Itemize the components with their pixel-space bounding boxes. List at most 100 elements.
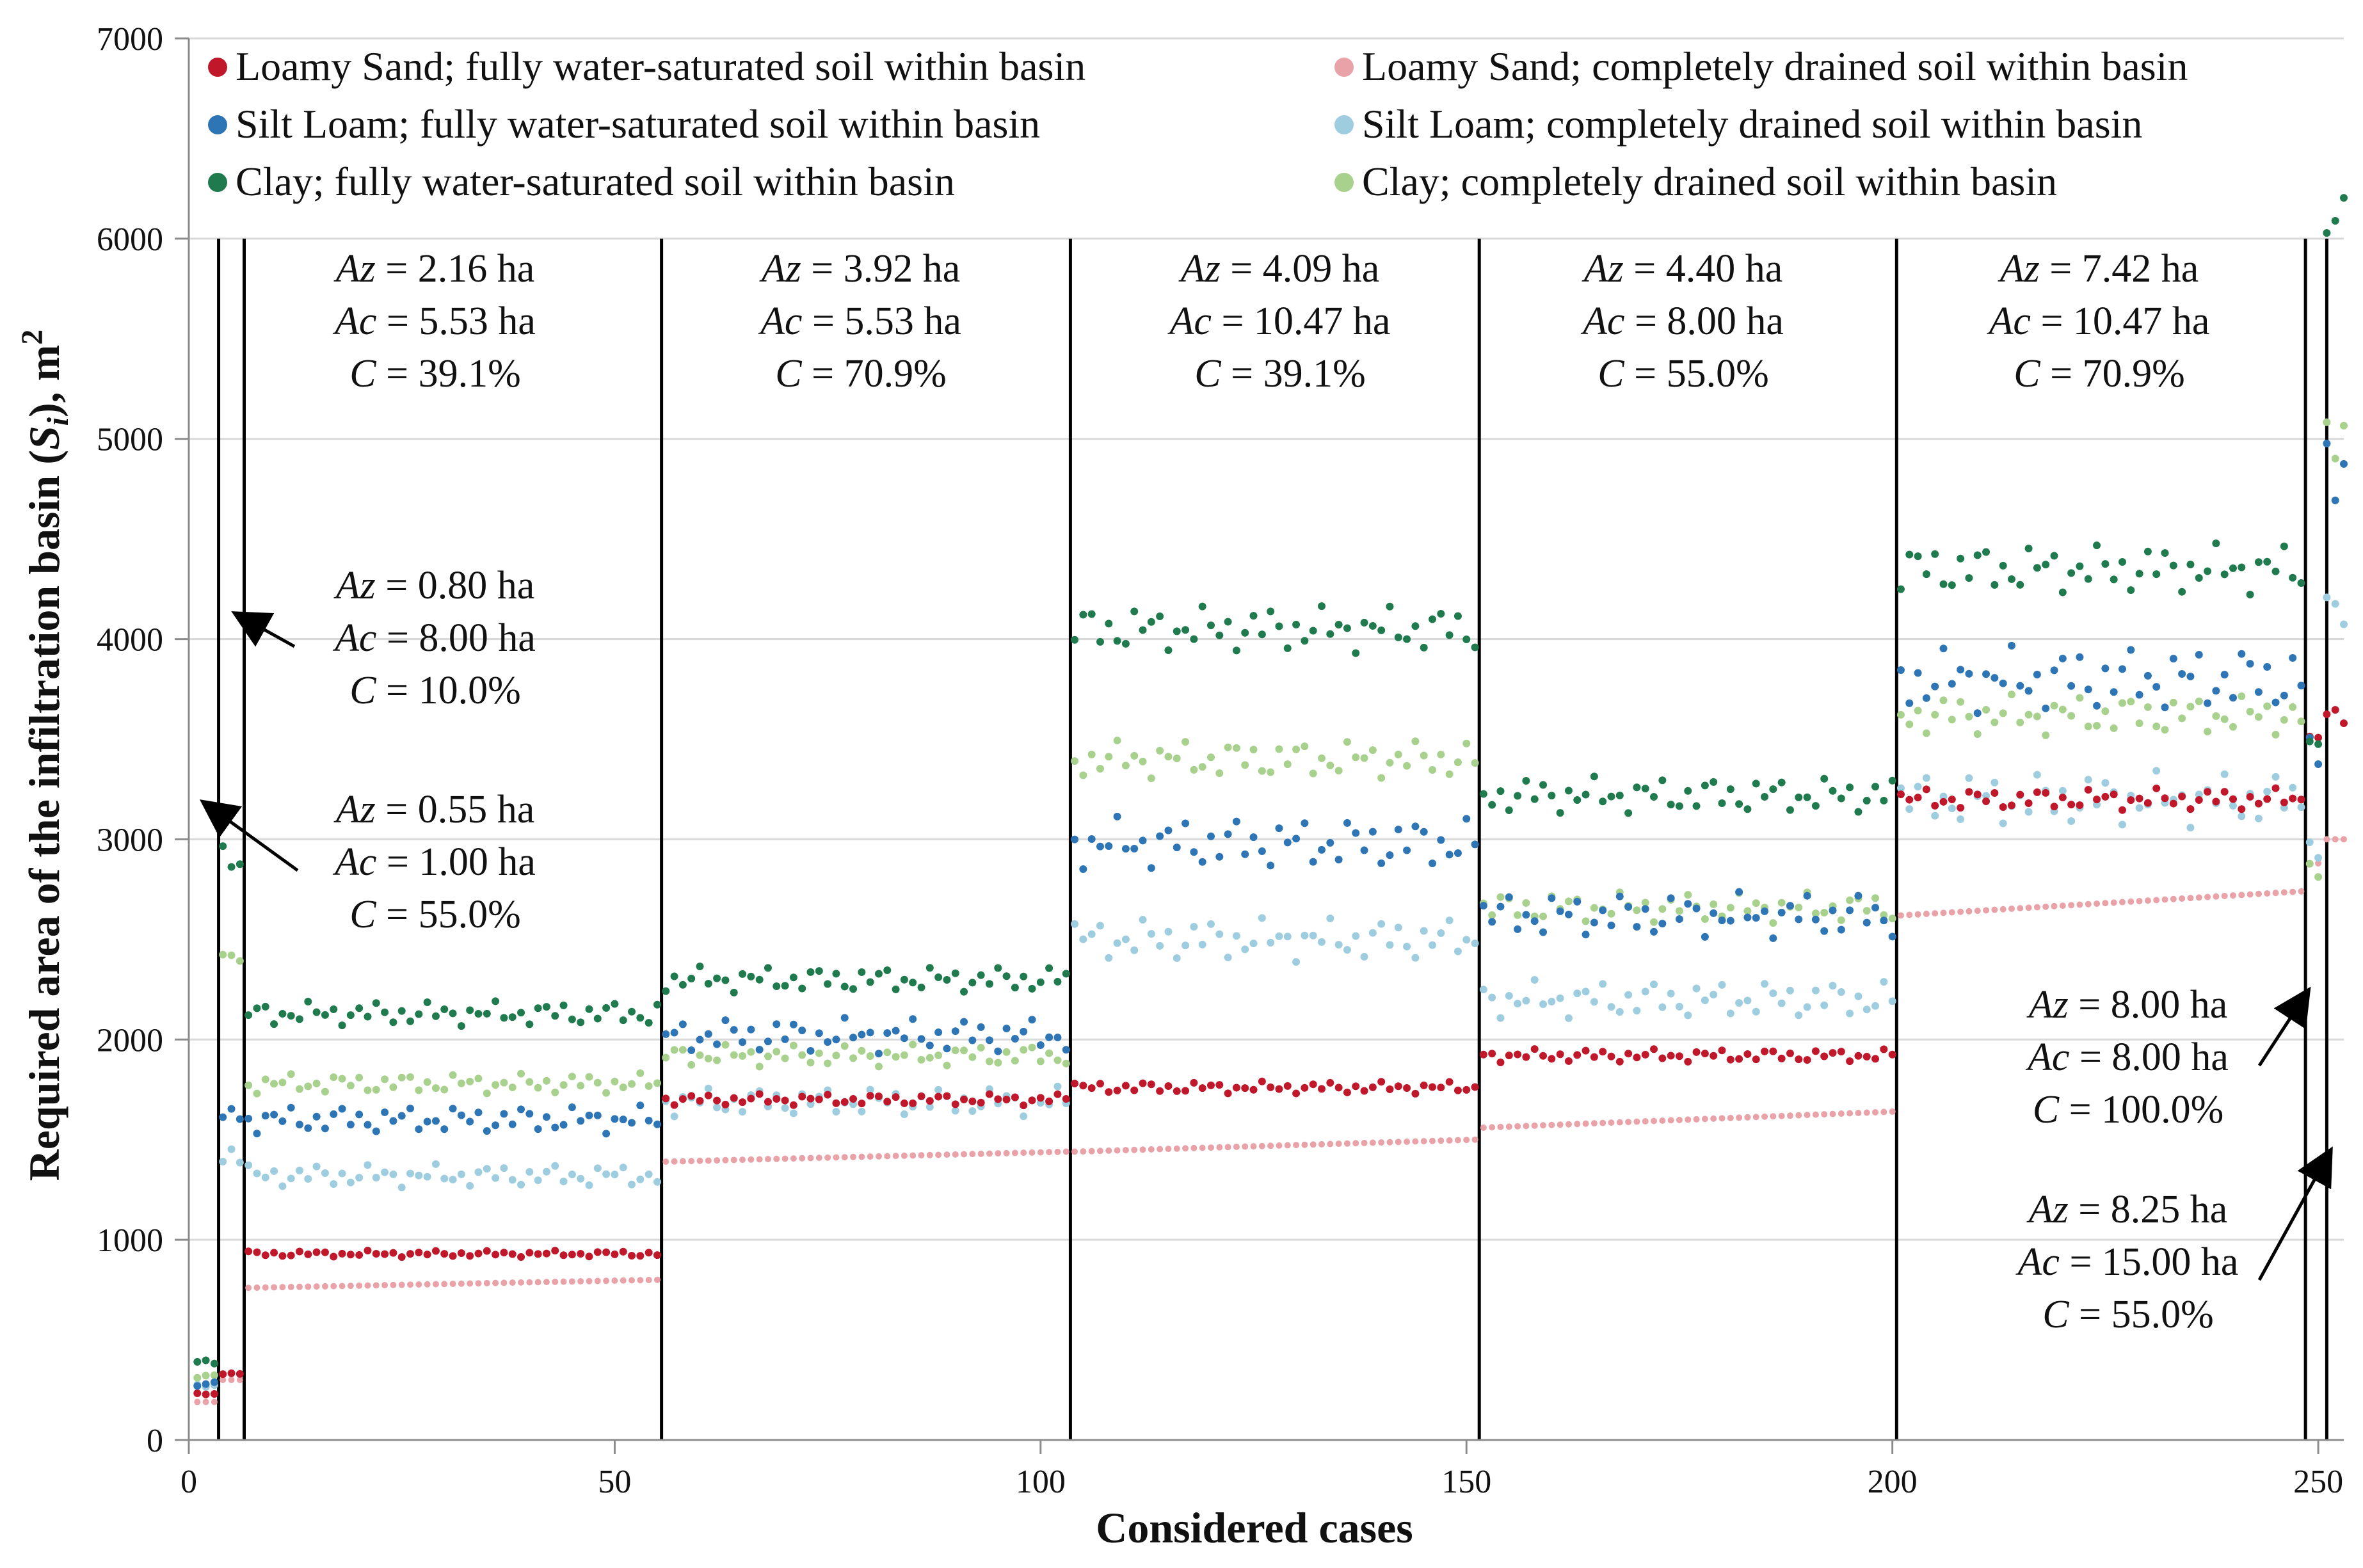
- data-point: [645, 1249, 653, 1257]
- data-point: [1991, 906, 1998, 913]
- data-point: [755, 975, 764, 984]
- data-point: [2024, 687, 2033, 695]
- data-point: [884, 1153, 891, 1160]
- data-point: [2323, 418, 2331, 426]
- data-point: [1156, 832, 1164, 840]
- data-point: [1403, 846, 1411, 854]
- data-point: [679, 1158, 686, 1165]
- data-point: [1020, 1046, 1028, 1054]
- x-tick-label: 0: [180, 1464, 197, 1500]
- data-point: [1914, 783, 1922, 791]
- data-point: [1514, 1050, 1522, 1059]
- data-point: [568, 1278, 575, 1285]
- data-point: [1053, 1090, 1062, 1098]
- data-point: [1488, 918, 1496, 926]
- y-tick-label: 6000: [97, 221, 163, 258]
- data-point: [415, 1281, 422, 1288]
- data-point: [312, 1112, 321, 1121]
- data-point: [1573, 796, 1582, 804]
- annotation-variable: Ac: [332, 840, 376, 884]
- data-point: [1326, 762, 1334, 770]
- data-point: [1079, 1082, 1087, 1090]
- data-point: [1420, 1081, 1428, 1089]
- data-point: [492, 1081, 500, 1089]
- data-point: [568, 1015, 576, 1023]
- data-point: [568, 1170, 576, 1178]
- data-point: [934, 1028, 943, 1036]
- data-point: [1539, 912, 1548, 920]
- data-point: [670, 1046, 678, 1054]
- data-point: [220, 1377, 227, 1384]
- data-point: [1462, 936, 1471, 944]
- data-point: [2246, 793, 2254, 801]
- data-point: [1846, 1009, 1854, 1018]
- data-point: [874, 970, 883, 978]
- data-point: [1752, 914, 1760, 922]
- data-point: [1445, 770, 1454, 778]
- data-point: [781, 1155, 789, 1162]
- data-point: [346, 1251, 355, 1259]
- data-point: [671, 1158, 678, 1165]
- data-point: [960, 1095, 968, 1103]
- data-point: [713, 1040, 721, 1048]
- data-point: [1114, 1147, 1121, 1154]
- data-point: [2161, 896, 2168, 903]
- data-point: [1590, 1053, 1598, 1061]
- legend-marker: [208, 58, 227, 77]
- data-point: [2101, 707, 2110, 716]
- data-point: [397, 1073, 406, 1082]
- data-point: [1053, 977, 1062, 986]
- data-point: [1905, 805, 1914, 813]
- data-point: [1479, 986, 1487, 994]
- data-point: [670, 1101, 678, 1109]
- data-point: [2305, 737, 2314, 746]
- data-point: [2263, 795, 2271, 803]
- data-point: [850, 1153, 857, 1160]
- data-point: [389, 1117, 397, 1125]
- data-point: [1615, 791, 1624, 799]
- data-point: [2042, 788, 2050, 797]
- data-point: [2135, 691, 2143, 699]
- annotation-line: Az = 4.09 ha: [1178, 247, 1379, 291]
- data-point: [1241, 1084, 1249, 1092]
- annotation-value: = 39.1%: [376, 352, 521, 396]
- data-point: [2204, 893, 2211, 900]
- data-point: [1889, 1108, 1896, 1115]
- data-point: [653, 1178, 661, 1186]
- data-point: [1046, 1149, 1053, 1156]
- data-point: [1846, 906, 1854, 915]
- data-point: [1411, 737, 1420, 746]
- data-point: [2101, 664, 2110, 673]
- annotation-variable: C: [2014, 352, 2040, 396]
- data-point: [508, 1120, 517, 1128]
- data-point: [1002, 972, 1011, 980]
- data-point: [253, 1169, 261, 1178]
- data-point: [1871, 783, 1880, 791]
- data-point: [2161, 549, 2169, 557]
- data-point: [1531, 1122, 1538, 1129]
- data-point: [1283, 932, 1292, 941]
- data-point: [739, 970, 747, 978]
- data-point: [1326, 838, 1334, 847]
- data-point: [1667, 801, 1675, 809]
- data-point: [739, 1052, 747, 1060]
- data-point: [372, 1282, 380, 1289]
- data-point: [2331, 600, 2339, 608]
- data-point: [611, 1250, 619, 1258]
- data-point: [2297, 579, 2305, 588]
- data-point: [619, 1084, 627, 1092]
- data-point: [1420, 927, 1428, 935]
- data-point: [1726, 1009, 1734, 1018]
- data-point: [1727, 1114, 1734, 1121]
- y-axis-title: Required area of the infiltration basin …: [15, 330, 75, 1181]
- data-point: [739, 1038, 747, 1046]
- data-point: [397, 1007, 406, 1015]
- data-point: [2220, 770, 2229, 778]
- data-point: [1718, 799, 1726, 808]
- data-point: [1633, 1118, 1640, 1125]
- data-point: [1505, 1123, 1512, 1130]
- data-point: [508, 1176, 517, 1184]
- data-point: [1769, 989, 1777, 997]
- data-point: [338, 1249, 346, 1258]
- data-point: [696, 1036, 704, 1044]
